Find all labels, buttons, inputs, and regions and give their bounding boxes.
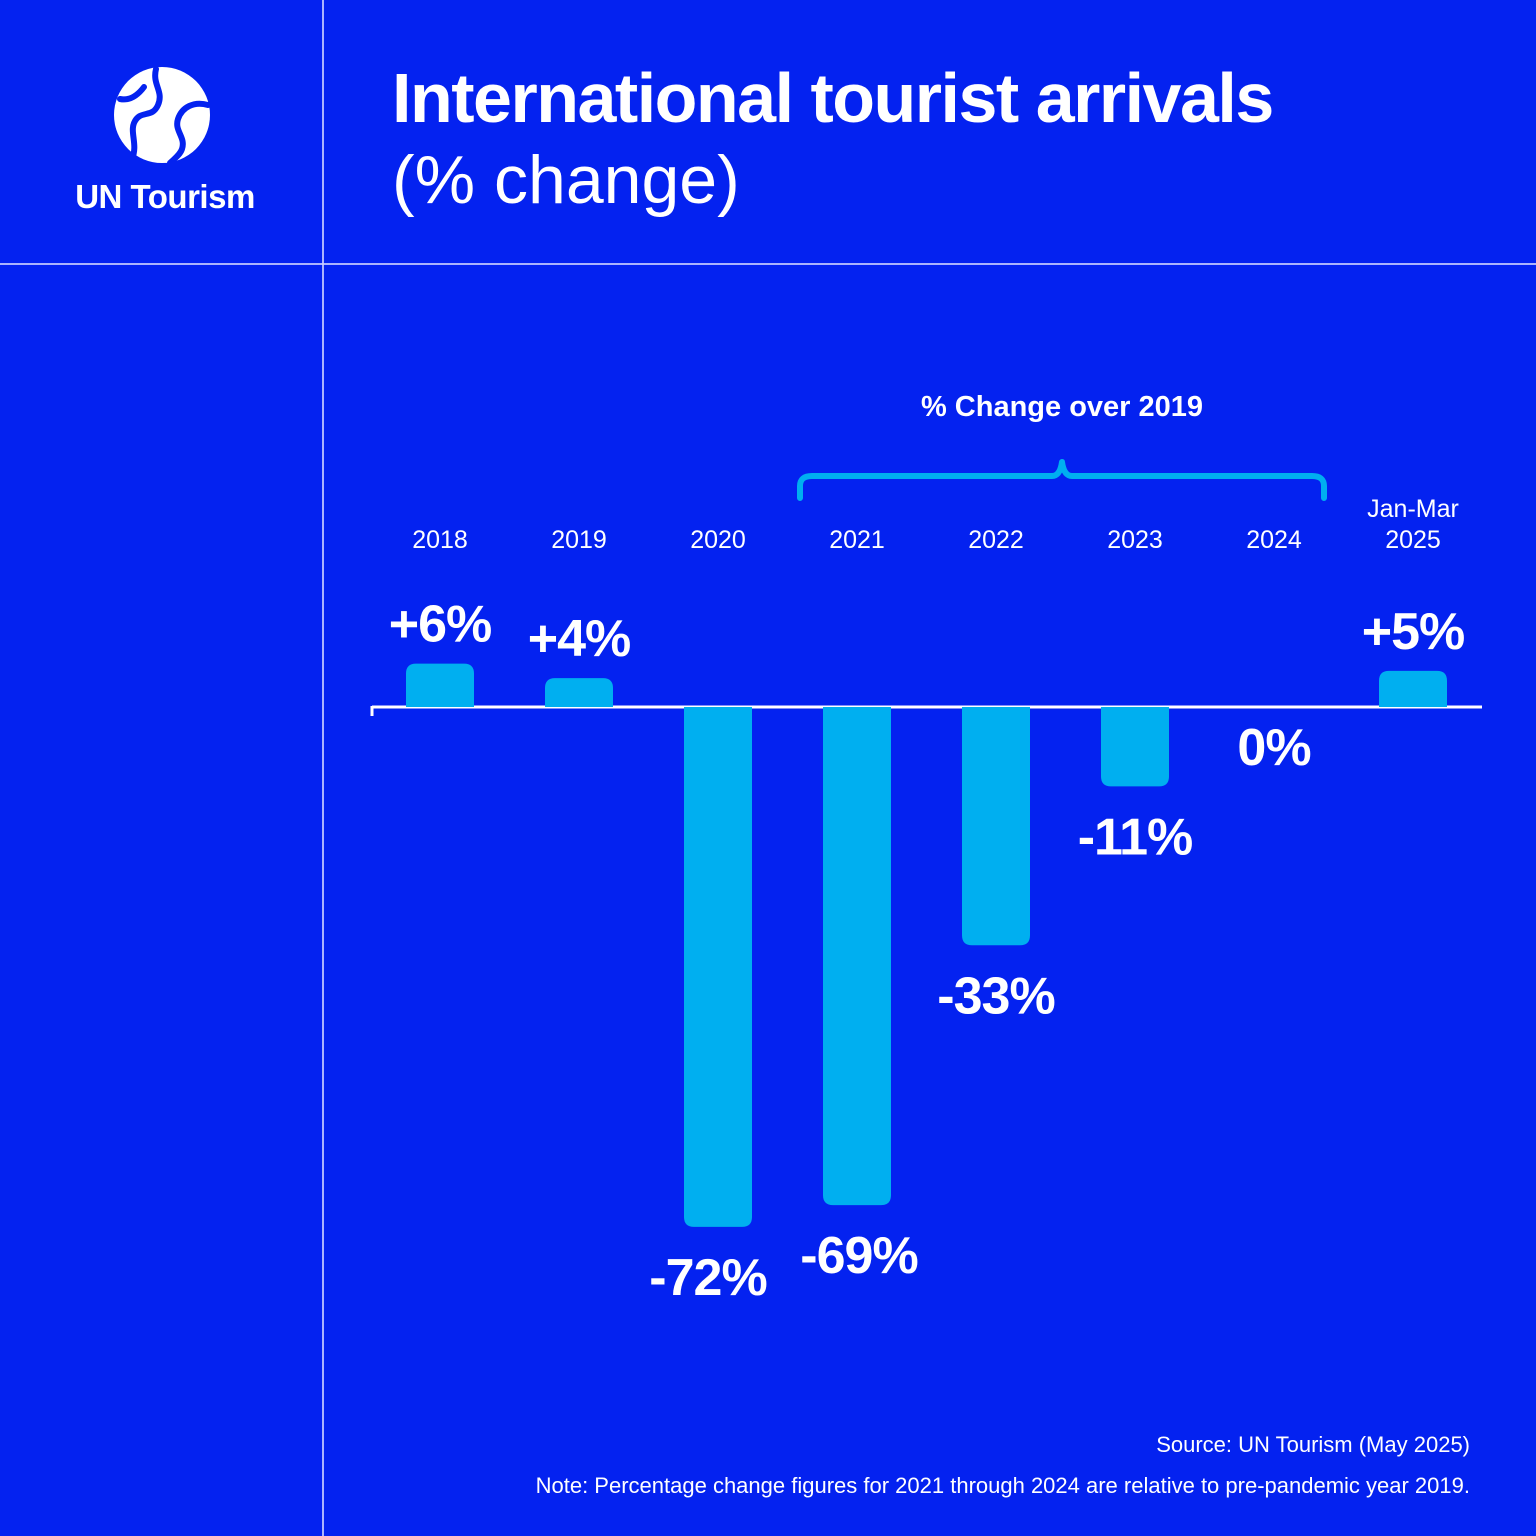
globe-logo-icon — [114, 66, 211, 165]
bar — [545, 678, 613, 707]
tick-label: 2019 — [551, 526, 607, 554]
bar — [1379, 670, 1447, 707]
bar — [684, 707, 752, 1227]
annotation-label: % Change over 2019 — [921, 391, 1203, 423]
source-text: Source: UN Tourism (May 2025) — [1156, 1432, 1470, 1457]
data-label: -72% — [649, 1249, 766, 1307]
data-label: -11% — [1078, 808, 1193, 866]
data-label: -69% — [800, 1227, 917, 1285]
page-title: International tourist arrivals — [392, 59, 1274, 137]
tick-label: 2021 — [829, 526, 885, 554]
horizontal-divider — [0, 263, 1536, 265]
tick-label: 2022 — [968, 526, 1024, 554]
data-label: -33% — [937, 967, 1054, 1025]
data-label: +5% — [1362, 603, 1465, 661]
bar — [962, 707, 1030, 946]
note-text: Note: Percentage change figures for 2021… — [535, 1473, 1470, 1498]
vertical-divider — [322, 0, 324, 1536]
tick-label: 2025 — [1385, 526, 1441, 554]
tick-label: 2020 — [690, 526, 746, 554]
page-subtitle: (% change) — [392, 142, 740, 218]
brand-logo: UN Tourism — [60, 60, 270, 230]
tick-label: 2024 — [1246, 526, 1302, 554]
tick-label: 2018 — [412, 526, 468, 554]
bar — [406, 663, 474, 707]
annotation-bracket — [797, 459, 1327, 501]
bar — [1101, 707, 1169, 787]
bar — [823, 707, 891, 1206]
data-label: +4% — [528, 610, 631, 668]
data-label: +6% — [389, 596, 492, 654]
tick-label: Jan-Mar — [1367, 495, 1459, 523]
tick-label: 2023 — [1107, 526, 1163, 554]
brand-name: UN Tourism — [75, 178, 255, 215]
data-label: 0% — [1237, 719, 1310, 777]
